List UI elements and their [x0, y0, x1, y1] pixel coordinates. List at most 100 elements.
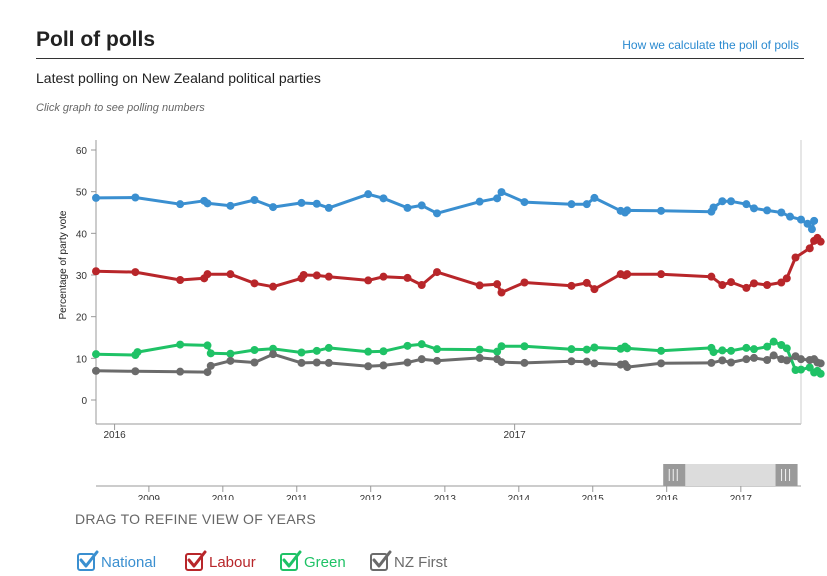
data-point-nz-first[interactable] — [364, 362, 373, 371]
data-point-green[interactable] — [250, 346, 259, 354]
checkbox-checked-icon[interactable] — [280, 550, 302, 571]
data-point-labour[interactable] — [269, 282, 278, 291]
data-point-labour[interactable] — [805, 244, 814, 253]
data-point-nz-first[interactable] — [203, 368, 212, 377]
data-point-green[interactable] — [763, 342, 772, 351]
data-point-nz-first[interactable] — [312, 358, 321, 367]
data-point-green[interactable] — [203, 341, 212, 350]
data-point-nz-first[interactable] — [403, 358, 412, 367]
legend-item-labour[interactable]: Labour — [185, 550, 256, 574]
data-point-nz-first[interactable] — [176, 367, 185, 376]
navigator-selection[interactable] — [663, 464, 798, 486]
data-point-nz-first[interactable] — [269, 350, 278, 359]
data-point-nz-first[interactable] — [379, 361, 388, 370]
data-point-green[interactable] — [709, 348, 718, 357]
data-point-labour[interactable] — [777, 278, 786, 287]
data-point-nz-first[interactable] — [797, 355, 805, 364]
data-point-labour[interactable] — [782, 274, 791, 283]
legend-item-nz-first[interactable]: NZ First — [370, 550, 447, 574]
series-line-labour[interactable] — [94, 236, 823, 294]
data-point-nz-first[interactable] — [324, 358, 333, 367]
data-point-national[interactable] — [417, 201, 426, 210]
data-point-national[interactable] — [226, 201, 235, 210]
data-point-nz-first[interactable] — [782, 356, 791, 365]
legend-item-national[interactable]: National — [77, 550, 156, 574]
data-point-nz-first[interactable] — [623, 363, 632, 372]
data-point-labour[interactable] — [707, 272, 716, 281]
data-point-green[interactable] — [133, 348, 142, 357]
data-point-national[interactable] — [709, 203, 718, 212]
data-point-nz-first[interactable] — [297, 358, 306, 367]
data-point-labour[interactable] — [590, 285, 599, 294]
data-point-national[interactable] — [797, 215, 805, 224]
data-point-green[interactable] — [206, 349, 215, 358]
data-point-national[interactable] — [312, 199, 321, 208]
data-point-nz-first[interactable] — [718, 356, 727, 365]
data-point-nz-first[interactable] — [433, 356, 442, 365]
checkbox-checked-icon[interactable] — [185, 550, 207, 571]
data-point-national[interactable] — [727, 197, 736, 206]
data-point-nz-first[interactable] — [475, 353, 484, 362]
data-point-national[interactable] — [131, 193, 140, 202]
data-point-green[interactable] — [797, 365, 805, 374]
calculation-link[interactable]: How we calculate the poll of polls — [622, 38, 799, 52]
data-point-labour[interactable] — [750, 279, 758, 288]
checkbox-checked-icon[interactable] — [77, 550, 99, 571]
data-point-green[interactable] — [816, 369, 825, 378]
navigator-handle-left[interactable] — [663, 464, 686, 486]
data-point-national[interactable] — [324, 203, 333, 212]
data-point-national[interactable] — [718, 197, 727, 206]
data-point-green[interactable] — [297, 348, 306, 357]
data-point-nz-first[interactable] — [727, 358, 736, 367]
data-point-national[interactable] — [92, 193, 100, 202]
data-point-green[interactable] — [493, 347, 502, 356]
data-point-labour[interactable] — [475, 281, 484, 290]
data-point-national[interactable] — [520, 198, 529, 207]
data-point-labour[interactable] — [226, 270, 235, 279]
data-point-national[interactable] — [176, 200, 185, 209]
data-point-nz-first[interactable] — [582, 357, 591, 366]
data-point-nz-first[interactable] — [707, 358, 716, 367]
data-point-national[interactable] — [379, 194, 388, 203]
data-point-labour[interactable] — [742, 283, 751, 292]
data-point-labour[interactable] — [816, 237, 825, 246]
data-point-national[interactable] — [567, 200, 576, 209]
data-point-national[interactable] — [364, 190, 373, 199]
data-point-labour[interactable] — [417, 281, 426, 289]
data-point-labour[interactable] — [718, 281, 727, 289]
data-point-national[interactable] — [475, 197, 484, 206]
data-point-labour[interactable] — [324, 272, 333, 281]
data-point-labour[interactable] — [131, 268, 140, 277]
data-point-labour[interactable] — [403, 273, 412, 282]
data-point-labour[interactable] — [379, 272, 388, 281]
data-point-labour[interactable] — [582, 278, 591, 287]
data-point-green[interactable] — [718, 346, 727, 355]
data-point-green[interactable] — [742, 343, 751, 352]
data-point-national[interactable] — [433, 209, 442, 218]
data-point-green[interactable] — [176, 340, 185, 349]
data-point-national[interactable] — [269, 203, 278, 212]
data-point-nz-first[interactable] — [131, 367, 140, 376]
data-point-green[interactable] — [623, 344, 632, 353]
data-point-national[interactable] — [810, 216, 819, 225]
data-point-national[interactable] — [493, 194, 502, 203]
data-point-nz-first[interactable] — [250, 358, 259, 367]
data-point-labour[interactable] — [433, 268, 442, 277]
data-point-national[interactable] — [777, 208, 786, 217]
data-point-national[interactable] — [590, 193, 599, 202]
data-point-national[interactable] — [250, 196, 259, 204]
data-point-labour[interactable] — [92, 267, 100, 276]
data-point-national[interactable] — [763, 206, 772, 215]
data-point-green[interactable] — [312, 346, 321, 355]
data-point-labour[interactable] — [250, 279, 259, 288]
data-point-national[interactable] — [657, 206, 666, 215]
data-point-green[interactable] — [727, 346, 736, 355]
series-line-national[interactable] — [94, 190, 816, 231]
data-point-green[interactable] — [379, 347, 388, 356]
data-point-green[interactable] — [403, 341, 412, 350]
data-point-national[interactable] — [203, 199, 212, 208]
data-point-nz-first[interactable] — [657, 359, 666, 368]
legend-item-green[interactable]: Green — [280, 550, 346, 574]
data-point-nz-first[interactable] — [567, 357, 576, 366]
data-point-labour[interactable] — [763, 281, 772, 289]
